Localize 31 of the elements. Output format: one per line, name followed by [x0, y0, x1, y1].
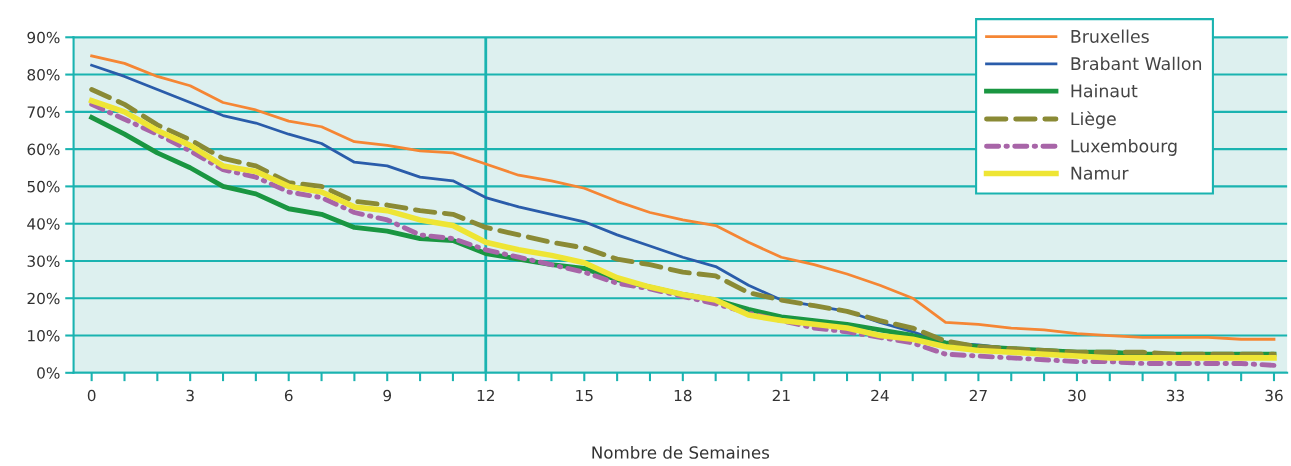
legend-label: Namur [1071, 166, 1129, 180]
legend-label: Luxembourg [1071, 139, 1177, 156]
legend-label: Brabant Wallon [1071, 56, 1202, 71]
legend-label: Hainaut [1071, 83, 1138, 98]
y-tick-label: 10% [28, 329, 60, 342]
y-tick-label: 70% [27, 106, 60, 118]
line-series [90, 54, 1276, 341]
y-tick-label: 40% [27, 218, 60, 230]
x-tick-label: 0 [87, 389, 96, 402]
y-tick-label: 20% [27, 292, 60, 305]
y-tick-label: 60% [27, 143, 60, 156]
x-tick-label: 30 [1068, 389, 1086, 402]
y-tick-label: 0% [37, 367, 60, 379]
x-tick-label: 9 [383, 389, 392, 402]
legend-label: Bruxelles [1071, 29, 1149, 43]
y-tick-label: 50% [27, 180, 60, 193]
x-tick-label: 36 [1265, 389, 1283, 402]
legend-label: Liège [1071, 111, 1116, 129]
y-tick-label: 90% [27, 31, 60, 44]
x-tick-label: 3 [186, 389, 194, 402]
x-tick-label: 6 [284, 389, 293, 402]
y-tick-label: 80% [27, 69, 60, 81]
x-tick-label: 33 [1166, 389, 1184, 402]
x-tick-label: 21 [772, 389, 790, 402]
x-tick-label: 24 [871, 389, 889, 402]
x-tick-label: 18 [674, 389, 692, 402]
x-axis-title: Nombre de Semaines [592, 445, 770, 459]
x-tick-label: 15 [576, 389, 593, 402]
x-tick-label: 27 [969, 389, 987, 402]
x-tick-label: 12 [477, 389, 494, 402]
y-tick-label: 30% [27, 255, 60, 267]
